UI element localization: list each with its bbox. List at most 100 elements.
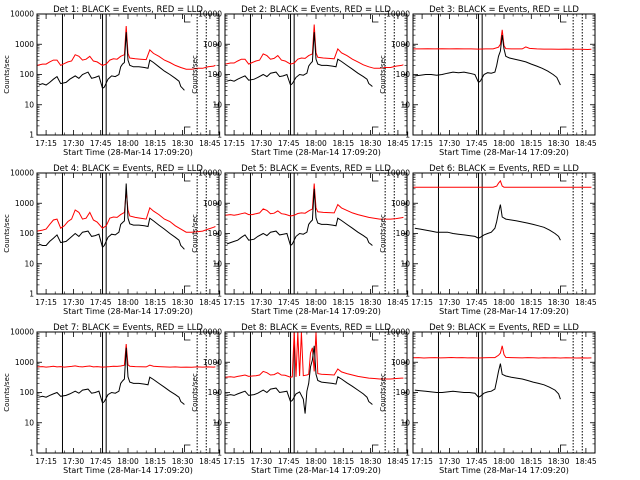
corner-flag-top: [184, 15, 191, 23]
plot-frame: [412, 331, 596, 454]
corner-flag-bottom: [372, 126, 379, 134]
x-tick-label: 18:30: [360, 298, 382, 307]
x-tick-label: 17:30: [439, 139, 461, 148]
x-tick-label: 17:15: [411, 139, 433, 148]
x-tick-label: 17:45: [90, 298, 112, 307]
panel-title: Det 1: BLACK = Events, RED = LLD: [53, 5, 203, 15]
panel-det-1: Det 1: BLACK = Events, RED = LLD 1 10 100 10…: [3, 5, 221, 157]
y-tick-label: 10000: [386, 10, 410, 19]
y-tick-label: 10: [24, 259, 34, 268]
y-tick-label: 1000: [15, 40, 34, 49]
series-line-events: [38, 347, 185, 405]
x-axis-label: Start Time (28-Mar-14 17:09:20): [251, 466, 381, 475]
x-tick-label: 17:15: [411, 298, 433, 307]
x-tick-label: 18:30: [548, 139, 570, 148]
corner-flag-bottom: [560, 444, 567, 452]
x-tick-label: 18:15: [144, 457, 166, 466]
x-axis-label: Start Time (28-Mar-14 17:09:20): [63, 148, 193, 157]
plot-frame: [36, 331, 220, 454]
plot-frame: [36, 172, 220, 295]
y-tick-label: 100: [396, 388, 411, 397]
y-tick-label: 1: [217, 449, 222, 458]
series-line-events: [226, 345, 373, 414]
y-tick-label: 1: [405, 131, 410, 140]
x-tick-label: 18:00: [305, 298, 327, 307]
panel-title: Det 6: BLACK = Events, RED = LLD: [429, 164, 579, 174]
x-axis-label: Start Time (28-Mar-14 17:09:20): [63, 466, 193, 475]
series-line-events: [38, 183, 185, 250]
corner-flag-top: [560, 15, 567, 23]
series-line-lld: [225, 332, 404, 380]
corner-flag-bottom: [372, 285, 379, 293]
y-tick-label: 1000: [203, 199, 222, 208]
y-tick-label: 10: [212, 259, 222, 268]
x-tick-label: 17:15: [35, 298, 57, 307]
series-line-lld: [225, 24, 404, 69]
y-axis-label: Counts/sec: [379, 55, 387, 94]
plot-frame: [412, 13, 596, 136]
y-tick-label: 10000: [198, 10, 222, 19]
y-axis-label: Counts/sec: [379, 214, 387, 253]
x-tick-label: 18:00: [117, 298, 139, 307]
y-tick-label: 1000: [391, 40, 410, 49]
y-tick-label: 10: [24, 418, 34, 427]
series-line-events: [38, 32, 185, 91]
panel-title: Det 9: BLACK = Events, RED = LLD: [429, 323, 579, 333]
x-tick-label: 18:30: [172, 298, 194, 307]
x-tick-label: 17:45: [466, 457, 488, 466]
x-tick-label: 18:45: [199, 139, 221, 148]
y-tick-label: 10: [400, 259, 410, 268]
y-tick-label: 1: [405, 449, 410, 458]
panel-det-8: Det 8: BLACK = Events, RED = LLD 1 10 100 10…: [191, 323, 409, 475]
x-tick-label: 18:45: [199, 298, 221, 307]
x-tick-label: 18:45: [387, 457, 409, 466]
y-tick-label: 10: [400, 418, 410, 427]
x-tick-label: 17:15: [411, 457, 433, 466]
y-tick-label: 10000: [386, 169, 410, 178]
x-tick-label: 17:45: [90, 457, 112, 466]
panel-det-3: Det 3: BLACK = Events, RED = LLD 1 10 100 10…: [379, 5, 597, 157]
panel-det-4: Det 4: BLACK = Events, RED = LLD 1 10 100 10…: [3, 164, 221, 316]
y-tick-label: 1000: [203, 358, 222, 367]
x-tick-label: 17:30: [251, 298, 273, 307]
y-tick-label: 100: [20, 388, 35, 397]
y-tick-label: 1000: [15, 358, 34, 367]
y-tick-label: 100: [208, 70, 223, 79]
x-tick-label: 18:30: [172, 457, 194, 466]
x-tick-label: 18:00: [117, 457, 139, 466]
x-tick-label: 17:15: [35, 457, 57, 466]
x-tick-label: 17:45: [466, 298, 488, 307]
x-tick-label: 18:45: [387, 298, 409, 307]
x-tick-label: 17:15: [35, 139, 57, 148]
x-tick-label: 18:30: [360, 457, 382, 466]
y-tick-label: 1000: [391, 358, 410, 367]
x-tick-label: 17:15: [223, 457, 245, 466]
x-tick-label: 18:00: [305, 457, 327, 466]
x-tick-label: 18:00: [493, 298, 515, 307]
panel-title: Det 5: BLACK = Events, RED = LLD: [241, 164, 391, 174]
y-tick-label: 10000: [10, 328, 34, 337]
y-tick-label: 100: [396, 70, 411, 79]
panel-title: Det 3: BLACK = Events, RED = LLD: [429, 5, 579, 15]
x-tick-label: 18:00: [493, 457, 515, 466]
corner-flag-bottom: [184, 285, 191, 293]
series-line-lld: [225, 183, 404, 220]
panel-det-5: Det 5: BLACK = Events, RED = LLD 1 10 100 10…: [191, 164, 409, 316]
y-tick-label: 1: [217, 290, 222, 299]
corner-flag-top: [560, 174, 567, 182]
y-axis-label: Counts/sec: [379, 373, 387, 412]
x-tick-label: 17:30: [439, 298, 461, 307]
x-tick-label: 17:45: [278, 298, 300, 307]
x-tick-label: 18:45: [575, 457, 597, 466]
corner-flag-bottom: [184, 444, 191, 452]
y-tick-label: 1: [217, 131, 222, 140]
panel-det-6: Det 6: BLACK = Events, RED = LLD 1 10 100 10…: [379, 164, 597, 316]
x-tick-label: 18:30: [548, 457, 570, 466]
x-tick-label: 18:15: [332, 298, 354, 307]
series-line-lld: [37, 191, 216, 233]
y-axis-label: Counts/sec: [3, 214, 11, 253]
x-axis-label: Start Time (28-Mar-14 17:09:20): [63, 307, 193, 316]
panel-title: Det 2: BLACK = Events, RED = LLD: [241, 5, 391, 15]
y-tick-label: 100: [208, 229, 223, 238]
